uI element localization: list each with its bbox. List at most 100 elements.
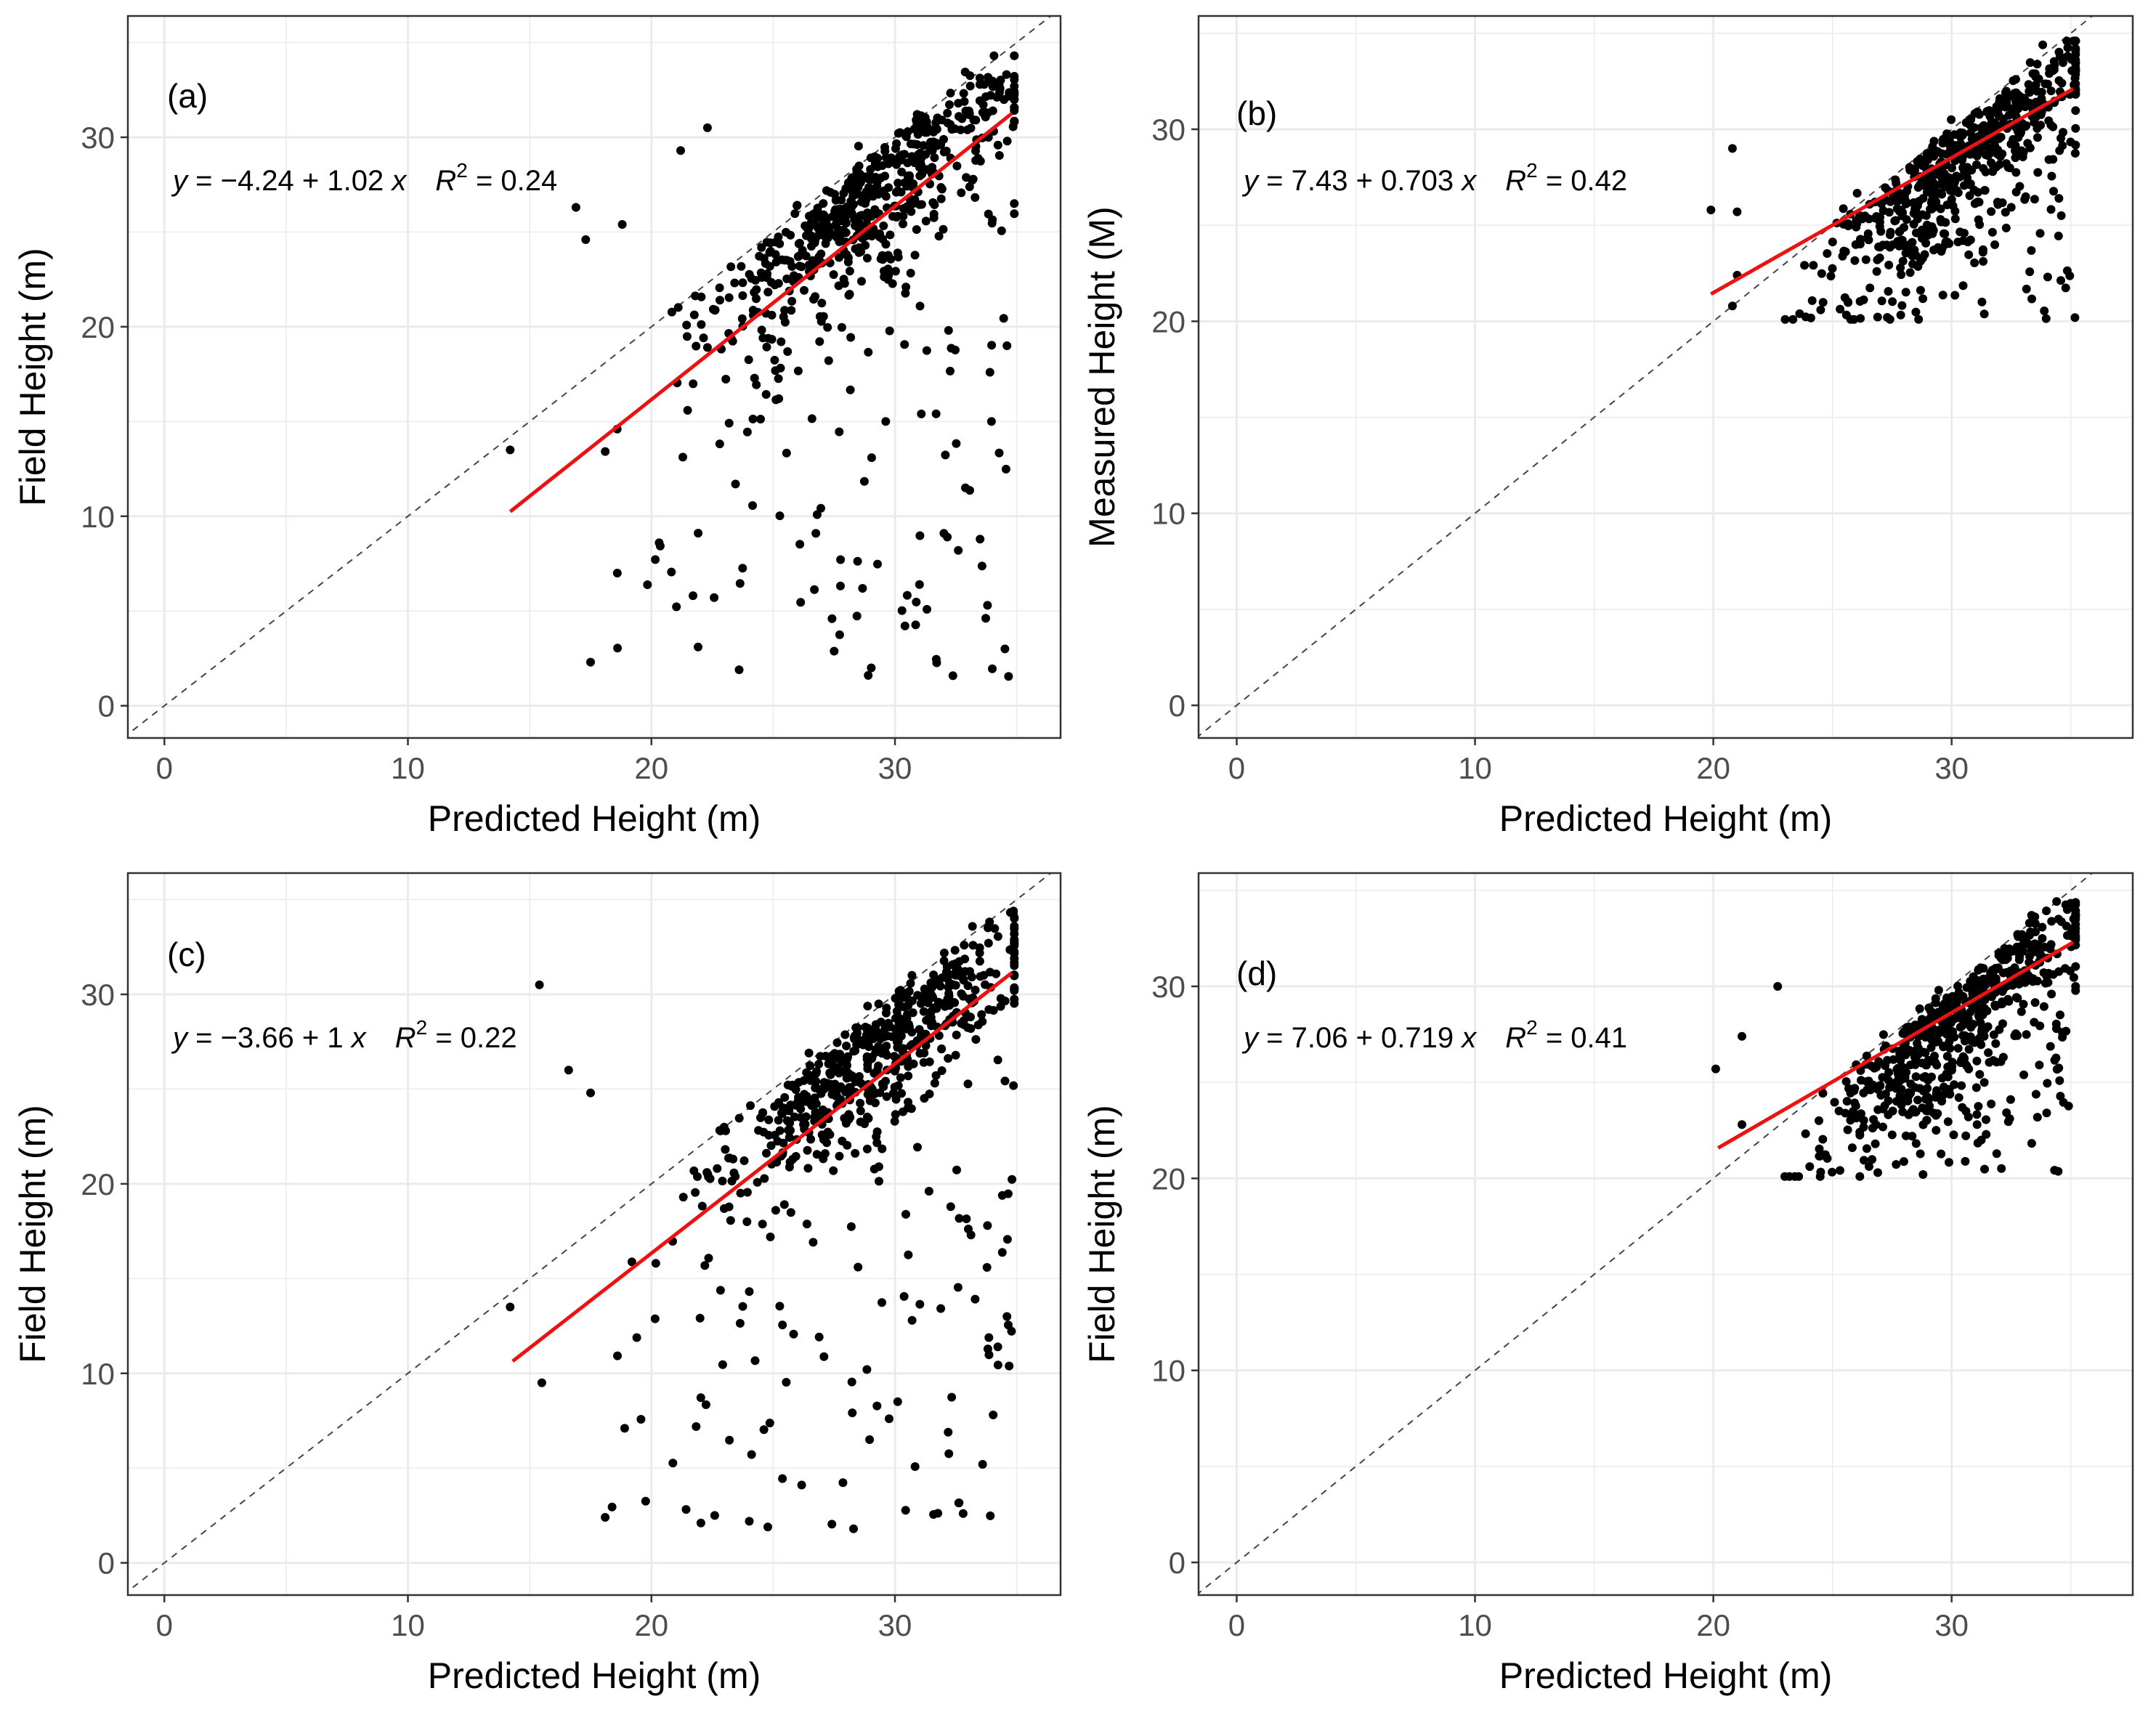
data-point [745, 1517, 754, 1526]
data-point [1950, 291, 1960, 300]
data-point [2048, 155, 2058, 164]
data-point [910, 251, 920, 260]
data-point [721, 375, 731, 384]
data-point [788, 1154, 798, 1164]
data-point [968, 922, 977, 931]
data-point [2038, 40, 2048, 49]
x-axis-title: Predicted Height (m) [428, 798, 761, 839]
data-point [879, 221, 888, 230]
data-point [718, 1360, 727, 1369]
data-point [1732, 207, 1742, 216]
data-point [979, 970, 989, 980]
data-point [989, 1006, 998, 1015]
data-point [2040, 307, 2049, 315]
data-point [716, 296, 724, 305]
data-point [875, 1177, 883, 1186]
data-point [1851, 1101, 1860, 1111]
data-point [1711, 1064, 1720, 1074]
data-point [1901, 288, 1910, 297]
data-point [586, 1088, 595, 1098]
data-point [1942, 200, 1952, 209]
data-point [946, 1202, 955, 1212]
data-point [842, 1042, 851, 1050]
data-point [978, 1460, 987, 1469]
data-point [782, 448, 791, 458]
data-point [1972, 1110, 1982, 1119]
data-point [1916, 285, 1925, 295]
data-point [843, 1052, 853, 1061]
y-axis-title: Field Height (m) [1082, 1105, 1122, 1363]
data-point [1859, 1116, 1868, 1125]
data-point [692, 341, 701, 351]
data-point [835, 630, 844, 639]
data-point [758, 1220, 767, 1229]
data-point [1954, 1093, 1963, 1103]
data-point [1995, 94, 2004, 103]
data-point [975, 80, 984, 89]
data-point [1998, 1052, 2008, 1062]
y-tick-label: 30 [81, 121, 115, 155]
data-point [874, 1042, 883, 1051]
data-point [876, 173, 885, 182]
data-point [848, 1408, 857, 1418]
data-point [1950, 214, 1960, 224]
data-point [1820, 1150, 1830, 1159]
data-point [2041, 314, 2051, 323]
regression-equation: y = 7.06 + 0.719 x R2 = 0.41 [1241, 1016, 1627, 1054]
data-point [1817, 269, 1826, 278]
data-point [2025, 952, 2034, 961]
data-point [748, 414, 758, 423]
data-point [1010, 51, 1019, 60]
data-point [965, 486, 974, 495]
data-point [689, 310, 699, 320]
data-point [668, 1459, 678, 1468]
data-point [1939, 1082, 1948, 1092]
data-point [1987, 158, 1995, 167]
data-point [907, 1104, 916, 1113]
data-point [1929, 137, 1939, 146]
data-point [883, 264, 893, 274]
data-point [971, 155, 981, 165]
data-point [872, 1138, 882, 1148]
data-point [861, 1023, 870, 1031]
data-point [2052, 1024, 2061, 1034]
data-point [1964, 1044, 1974, 1054]
data-point [731, 479, 740, 489]
data-point [993, 1055, 1002, 1065]
data-point [1922, 1084, 1932, 1094]
data-point [1865, 283, 1875, 293]
data-point [843, 257, 853, 267]
data-points [506, 906, 1019, 1533]
data-point [1902, 1023, 1911, 1032]
data-point [976, 535, 985, 544]
data-point [2033, 133, 2042, 142]
data-point [915, 1299, 925, 1309]
data-point [970, 986, 980, 994]
data-point [1000, 997, 1010, 1006]
data-point [1932, 1037, 1941, 1047]
data-point [960, 97, 969, 106]
data-point [2030, 195, 2039, 204]
data-point [806, 1098, 815, 1108]
data-point [1852, 189, 1862, 198]
data-point [812, 510, 822, 519]
data-point [965, 81, 975, 91]
eq-x: x [1460, 165, 1478, 197]
data-point [823, 233, 832, 243]
data-point [896, 1002, 905, 1010]
data-point [970, 192, 980, 202]
data-point [1965, 115, 1974, 125]
data-point [1010, 958, 1019, 968]
data-point [958, 968, 968, 978]
data-point [737, 261, 746, 271]
data-point [702, 343, 712, 352]
y-tick-label: 20 [1151, 304, 1186, 338]
data-point [988, 664, 997, 673]
data-point [797, 262, 806, 272]
data-point [852, 185, 862, 195]
data-point [975, 73, 984, 83]
data-point [750, 1356, 760, 1366]
data-point [934, 1031, 944, 1040]
data-point [775, 511, 785, 521]
data-point [975, 943, 984, 952]
